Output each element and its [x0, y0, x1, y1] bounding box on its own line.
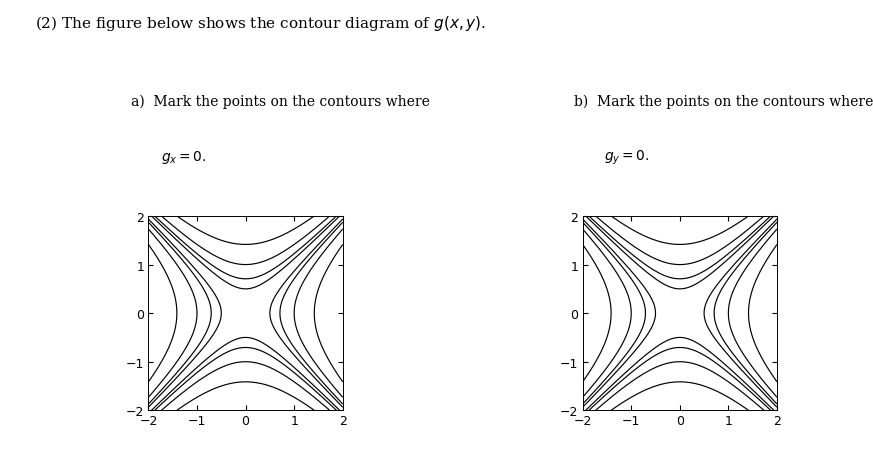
Text: (2) The figure below shows the contour diagram of $g(x, y)$.: (2) The figure below shows the contour d… — [35, 14, 486, 32]
Text: a)  Mark the points on the contours where: a) Mark the points on the contours where — [131, 95, 430, 109]
Text: $g_y = 0.$: $g_y = 0.$ — [604, 149, 650, 167]
Text: $g_x = 0.$: $g_x = 0.$ — [162, 149, 207, 166]
Text: b)  Mark the points on the contours where: b) Mark the points on the contours where — [574, 95, 873, 109]
